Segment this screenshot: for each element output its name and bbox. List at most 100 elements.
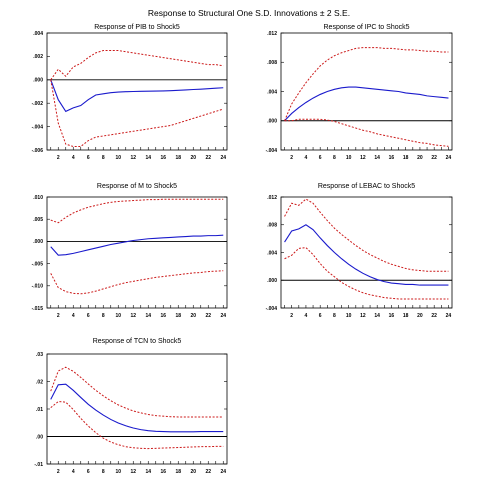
x-tick-label: 12: [130, 155, 136, 161]
x-tick-label: 8: [102, 313, 105, 319]
response-line: [50, 234, 224, 256]
x-tick-label: 24: [446, 313, 452, 319]
y-tick-label: .03: [36, 352, 43, 358]
y-tick-label: .01: [36, 407, 43, 413]
x-tick-label: 6: [87, 155, 90, 161]
response-line: [50, 79, 224, 113]
x-tick-label: 4: [72, 155, 75, 161]
x-tick-label: 16: [389, 155, 395, 161]
lower-band-line: [50, 79, 224, 147]
x-tick-label: 14: [374, 313, 380, 319]
y-tick-label: -.002: [32, 101, 44, 107]
x-tick-label: 12: [360, 313, 366, 319]
y-tick-label: -.004: [266, 306, 278, 312]
x-tick-label: 2: [290, 313, 293, 319]
x-tick-label: 18: [175, 313, 181, 319]
y-tick-label: .008: [267, 223, 277, 229]
x-tick-label: 14: [145, 155, 151, 161]
y-tick-label: -.004: [266, 148, 278, 154]
panel-3: Response of M to Shock5 .010 .005 .000 -.005…: [32, 183, 228, 319]
panels-container: Response of PIB to Shock5 .004 .00 2 .000 -.0…: [32, 24, 453, 475]
x-tick-label: 16: [389, 313, 395, 319]
y-tick-label: .000: [33, 239, 43, 245]
lower-band-line: [50, 401, 224, 450]
x-tick-label: 14: [145, 469, 151, 475]
x-tick-label: 22: [431, 313, 437, 319]
upper-band-line: [50, 50, 224, 81]
x-tick-label: 20: [190, 313, 196, 319]
plot-frame: [280, 32, 453, 151]
x-tick-label: 2: [57, 313, 60, 319]
lower-band-line: [284, 247, 449, 300]
plot-frame: [46, 32, 228, 151]
y-tick-label: -.010: [32, 284, 44, 290]
y-tick-label: -.004: [32, 124, 44, 130]
y-tick-label: -.005: [32, 261, 44, 267]
x-tick-label: 4: [305, 313, 308, 319]
y-tick-label: .02: [36, 379, 43, 385]
x-tick-label: 22: [205, 469, 211, 475]
x-tick-label: 16: [160, 469, 166, 475]
y-tick-label: .008: [267, 60, 277, 66]
x-tick-label: 22: [205, 313, 211, 319]
x-tick-label: 14: [374, 155, 380, 161]
y-tick-label: .000: [33, 78, 43, 84]
x-tick-label: 20: [417, 313, 423, 319]
x-tick-label: 6: [319, 313, 322, 319]
x-tick-label: 16: [160, 155, 166, 161]
panel-title: Response of LEBAC to Shock5: [318, 183, 415, 190]
x-tick-label: 6: [319, 155, 322, 161]
response-line: [284, 224, 449, 286]
panel-1: Response of PIB to Shock5 .004 .002 .000 -.0…: [32, 24, 228, 161]
x-tick-label: 2: [57, 469, 60, 475]
lower-band-line: [50, 270, 224, 295]
x-tick-label: 12: [130, 469, 136, 475]
x-tick-label: 24: [220, 313, 226, 319]
y-tick-label: .004: [267, 89, 277, 95]
panel-title: Response of PIB to Shock5: [94, 24, 180, 31]
x-tick-label: 22: [205, 155, 211, 161]
y-tick-label: .012: [267, 195, 277, 201]
upper-band-line: [50, 198, 224, 224]
x-tick-label: 18: [403, 155, 409, 161]
x-tick-label: 10: [115, 469, 121, 475]
x-tick-label: 8: [102, 155, 105, 161]
x-tick-label: 10: [346, 155, 352, 161]
y-tick-label: -.01: [34, 462, 43, 468]
y-tick-label: -.015: [32, 306, 44, 312]
y-tick-label: .012: [267, 31, 277, 37]
x-tick-label: 24: [220, 155, 226, 161]
panel-title: Response of TCN to Shock5: [93, 338, 182, 345]
y-tick-label: .004: [267, 250, 277, 256]
upper-band-line: [284, 198, 449, 272]
x-tick-label: 18: [175, 155, 181, 161]
x-tick-label: 16: [160, 313, 166, 319]
y-tick-label: .00: [36, 434, 43, 440]
x-tick-label: 20: [190, 155, 196, 161]
x-tick-label: 20: [417, 155, 423, 161]
x-tick-label: 24: [220, 469, 226, 475]
panel-5: Response of TCN to Shock5 .03 .02 .01 .00 -.0…: [34, 338, 228, 475]
x-tick-label: 10: [115, 313, 121, 319]
y-tick-label: .004: [33, 31, 43, 37]
y-tick-label: .010: [33, 195, 43, 201]
lower-band-line: [284, 118, 449, 147]
x-tick-label: 8: [333, 155, 336, 161]
y-tick-label: .000: [267, 278, 277, 284]
x-tick-label: 2: [57, 155, 60, 161]
x-tick-label: 12: [130, 313, 136, 319]
y-tick-label: -.006: [32, 148, 44, 154]
panel-title: Response of IPC to Shock5: [324, 24, 410, 31]
panel-2: Response of IPC to Shock5 .012 .008 .004 .00…: [266, 24, 453, 161]
x-tick-label: 2: [290, 155, 293, 161]
plot-frame: [46, 196, 228, 309]
upper-band-line: [284, 47, 449, 121]
x-tick-label: 8: [333, 313, 336, 319]
x-tick-label: 20: [190, 469, 196, 475]
upper-band-line: [50, 366, 224, 418]
x-tick-label: 4: [72, 469, 75, 475]
x-tick-label: 18: [403, 313, 409, 319]
response-line: [50, 383, 224, 433]
x-tick-label: 14: [145, 313, 151, 319]
